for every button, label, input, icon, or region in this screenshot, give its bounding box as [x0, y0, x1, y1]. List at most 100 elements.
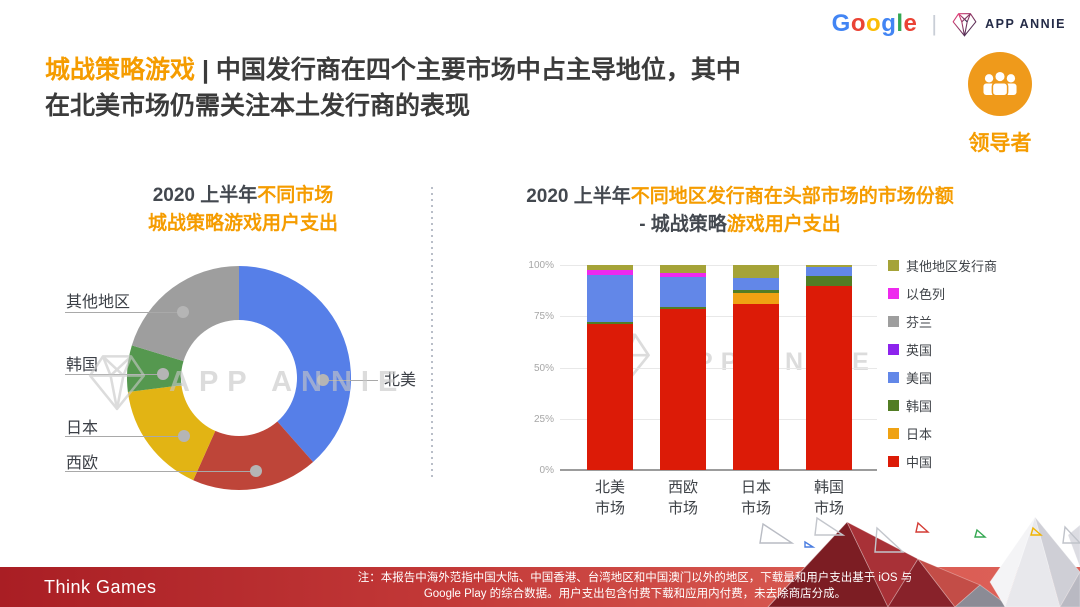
- stacked-bar-4: [806, 265, 852, 470]
- legend-label: 美国: [906, 371, 933, 386]
- bar-segment: [660, 309, 706, 470]
- app-annie-logo: APP ANNIE: [951, 11, 1066, 38]
- legend-label: 日本: [906, 427, 933, 442]
- leader-line-north-america: [329, 380, 378, 381]
- gridline-25: [560, 418, 877, 420]
- legend-label: 韩国: [906, 399, 933, 414]
- donut-slice-2: [193, 421, 314, 490]
- gridline-100: [560, 265, 877, 266]
- stacked-bar-1: [587, 265, 633, 470]
- app-annie-gem-icon: [951, 11, 978, 38]
- legend-swatch: [888, 372, 899, 383]
- x-axis-label-1: 北美 市场: [594, 479, 626, 517]
- y-tick-label: 50%: [533, 362, 554, 374]
- legend-label: 芬兰: [906, 315, 933, 330]
- bar-segment: [806, 285, 852, 470]
- gridline-0: [560, 469, 877, 471]
- google-logo: Google: [832, 10, 918, 38]
- stacked-bar-2: [660, 265, 706, 470]
- legend-swatch: [888, 288, 899, 299]
- bar-segment: [660, 277, 706, 308]
- people-group-icon: [983, 69, 1017, 96]
- legend-item: 韩国: [888, 396, 997, 415]
- footer-note-line2: Google Play 的综合数据。用户支出包含付费下载和应用内付费，未去除商店…: [423, 588, 847, 600]
- x-axis-label-4: 韩国 市场: [813, 479, 845, 517]
- bar-segment: [806, 276, 852, 286]
- bar-legend: 其他地区发行商 以色列 芬兰 英国 美国 韩国 日本 中国: [888, 256, 997, 480]
- bar-title-line2-dark: - 城战策略: [639, 214, 727, 235]
- title-line1-rest: 中国发行商在四个主要市场中占主导地位，其中: [215, 56, 741, 84]
- legend-swatch: [888, 260, 899, 271]
- legend-swatch: [888, 428, 899, 439]
- bar-title-dark: 2020 上半年: [526, 186, 631, 207]
- legend-swatch: [888, 400, 899, 411]
- x-axis-label-2: 西欧 市场: [667, 479, 699, 517]
- legend-label: 中国: [906, 455, 933, 470]
- app-annie-logo-text: APP ANNIE: [985, 17, 1066, 31]
- donut-label-korea: 韩国: [66, 357, 99, 374]
- google-logo-letter: g: [881, 10, 897, 37]
- bar-segment: [587, 324, 633, 470]
- leader-dot-west-europe: [250, 465, 262, 477]
- legend-swatch: [888, 344, 899, 355]
- bar-segment: [587, 322, 633, 325]
- leader-line-other-regions: [65, 312, 183, 313]
- bar-plot: 0% 25% 50% 75% 100% 北美 市场 西欧 市场 日本 市场 韩国 市场: [528, 260, 877, 517]
- leader-line-west-europe: [65, 471, 256, 472]
- google-logo-letter: o: [866, 10, 882, 37]
- legend-item: 以色列: [888, 284, 997, 303]
- legend-item: 美国: [888, 368, 997, 387]
- leader-dot-japan: [178, 430, 190, 442]
- footer-note: 注：本报告中海外范指中国大陆、中国香港、台湾地区和中国澳门以外的地区，下载量和用…: [205, 570, 1065, 602]
- bar-segment: [587, 265, 633, 271]
- legend-label: 其他地区发行商: [906, 259, 998, 274]
- leader-badge: [968, 52, 1032, 116]
- y-tick-label: 25%: [533, 413, 554, 425]
- leader-badge-label: 领导者: [968, 132, 1032, 155]
- x-axis-label-3: 日本 市场: [740, 479, 772, 517]
- footer-brand: Think Games: [44, 577, 157, 597]
- google-logo-letter: G: [831, 10, 851, 37]
- page-title-line2: 在北美市场仍需关注本土发行商的表现: [45, 92, 471, 120]
- leader-dot-korea: [157, 368, 169, 380]
- legend-label: 以色列: [906, 287, 946, 302]
- footer-polygon-art: [759, 515, 1080, 607]
- logo-divider: |: [931, 11, 938, 36]
- bar-segment: [806, 267, 852, 277]
- gridline-50: [560, 367, 877, 369]
- leader-dot-north-america: [317, 374, 329, 386]
- y-tick-label: 0%: [539, 465, 554, 476]
- y-tick-label: 100%: [528, 260, 554, 271]
- page-title: 城战策略游戏 | 中国发行商在四个主要市场中占主导地位，其中 在北美市场仍需关注…: [45, 52, 741, 124]
- bar-title-line2-orange: 游戏用户支出: [726, 214, 841, 235]
- leader-line-japan: [65, 436, 184, 437]
- donut-slice-3: [127, 385, 216, 481]
- legend-item: 芬兰: [888, 312, 997, 331]
- footer-note-line1: 注：本报告中海外范指中国大陆、中国香港、台湾地区和中国澳门以外的地区，下载量和用…: [357, 572, 913, 584]
- bar-segment: [733, 278, 779, 290]
- legend-item: 日本: [888, 424, 997, 443]
- bar-title-line1: 2020 上半年不同地区发行商在头部市场的市场份额: [495, 183, 985, 211]
- panel-divider: [431, 187, 433, 479]
- title-highlight: 城战策略游戏: [45, 56, 196, 84]
- google-logo-letter: l: [896, 10, 904, 37]
- legend-item: 中国: [888, 452, 997, 471]
- donut-title-line1: 2020 上半年不同市场: [83, 182, 403, 210]
- bar-segment: [806, 265, 852, 268]
- legend-swatch: [888, 456, 899, 467]
- bar-segment: [733, 265, 779, 279]
- donut-label-north-america: 北美: [384, 372, 417, 389]
- donut-title-line2: 城战策略游戏用户支出: [147, 213, 338, 234]
- bar-segment: [660, 307, 706, 310]
- y-tick-label: 75%: [533, 311, 554, 323]
- bar-segment: [733, 289, 779, 293]
- bar-segment: [587, 275, 633, 323]
- donut-title-dark: 2020 上半年: [152, 185, 258, 206]
- donut-slice-1: [239, 266, 351, 463]
- bar-segment: [733, 292, 779, 304]
- google-logo-letter: o: [850, 10, 867, 37]
- google-logo-letter: e: [903, 10, 918, 37]
- bar-title-line2: - 城战策略游戏用户支出: [495, 211, 985, 239]
- bar-segment: [587, 270, 633, 276]
